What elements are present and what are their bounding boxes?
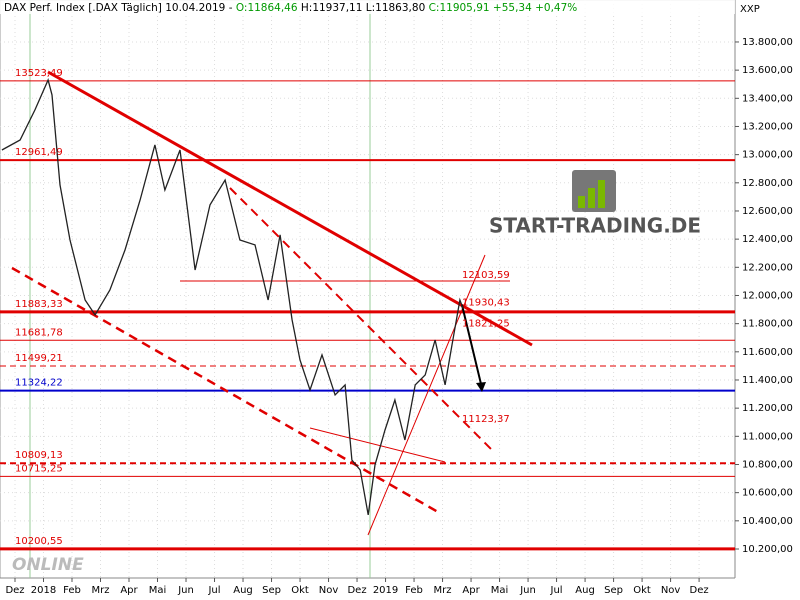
x-tick-label: Feb — [63, 585, 81, 596]
trend-line — [229, 187, 493, 451]
x-tick-label: 2018 — [31, 585, 56, 596]
y-tick-label: 13.000,00 — [742, 150, 793, 161]
y-tick-label: 13.600,00 — [742, 65, 793, 76]
series-layer: 12103,59 11930,43 11821,25 11123,37 — [1, 78, 510, 516]
header-bg — [0, 0, 735, 14]
header: DAX Perf. Index [.DAX Täglich] 10.04.201… — [4, 2, 577, 14]
annotation: 11123,37 — [462, 414, 510, 425]
y-tick-label: 13.200,00 — [742, 121, 793, 132]
y-tick-label: 11.400,00 — [742, 375, 793, 386]
x-tick-label: Apr — [120, 585, 138, 596]
header-part: C:11905,91 — [429, 2, 490, 14]
x-tick-label: Dez — [5, 585, 24, 596]
y-tick-label: 10.200,00 — [742, 544, 793, 555]
x-tick-label: Mai — [491, 585, 509, 596]
header-part: DAX Perf. Index [.DAX Täglich] 10.04.201… — [4, 2, 236, 14]
trend-lines — [11, 70, 533, 536]
logo-icon — [578, 196, 585, 208]
logo: START-TRADING.DE ONLINE — [12, 170, 701, 575]
trend-line — [309, 427, 446, 463]
y-tick-label: 11.000,00 — [742, 431, 793, 442]
y-tick-label: 13.800,00 — [742, 37, 793, 48]
x-tick-label: Aug — [233, 585, 253, 596]
corner-label: XXP — [740, 4, 760, 15]
x-tick-label: Okt — [633, 585, 651, 596]
y-tick-label: 12.800,00 — [742, 178, 793, 189]
x-tick-label: Okt — [291, 585, 309, 596]
arrow — [461, 304, 482, 385]
level-label: 10809,13 — [15, 450, 63, 461]
level-label: 10200,55 — [15, 536, 63, 547]
x-tick-label: Mrz — [92, 585, 110, 596]
level-label: 11324,22 — [15, 378, 63, 389]
annotation: 11821,25 — [462, 319, 510, 330]
x-tick-label: Apr — [462, 585, 480, 596]
level-label: 11499,21 — [15, 353, 63, 364]
x-tick-label: Dez — [690, 585, 709, 596]
annotation: 12103,59 — [462, 270, 510, 281]
x-tick-label: Feb — [405, 585, 423, 596]
price-line — [1, 78, 464, 516]
y-tick-label: 11.600,00 — [742, 347, 793, 358]
x-tick-label: Nov — [661, 585, 681, 596]
watermark: ONLINE — [12, 555, 84, 575]
level-label: 10715,25 — [15, 463, 63, 474]
x-tick-label: Jul — [550, 585, 563, 596]
plot-area — [0, 0, 736, 579]
x-tick-label: Aug — [575, 585, 595, 596]
y-tick-label: 11.200,00 — [742, 403, 793, 414]
grid — [0, 0, 735, 578]
level-label: 12961,49 — [15, 147, 63, 158]
x-tick-label: Jun — [519, 585, 536, 596]
trend-line — [367, 254, 486, 536]
arrow-head — [476, 382, 486, 392]
header-part: +55,34 +0,47% — [490, 2, 578, 14]
trend-line — [47, 70, 533, 347]
levels: 13523,49 12961,49 11883,33 11681,78 11499,21… — [0, 68, 735, 551]
x-tick-label: Jun — [177, 585, 194, 596]
y-tick-label: 12.600,00 — [742, 206, 793, 217]
logo-icon — [588, 188, 595, 208]
y-tick-label: 12.400,00 — [742, 234, 793, 245]
x-tick-label: Mai — [149, 585, 167, 596]
header-part: O:11864,46 — [236, 2, 298, 14]
level-label: 11681,78 — [15, 327, 63, 338]
y-tick-label: 10.600,00 — [742, 488, 793, 499]
y-tick-label: 11.800,00 — [742, 319, 793, 330]
x-tick-label: 2019 — [373, 585, 398, 596]
y-tick-label: 10.400,00 — [742, 516, 793, 527]
logo-text: START-TRADING.DE — [489, 214, 701, 238]
y-axis-area — [735, 0, 800, 600]
x-tick-label: Sep — [262, 585, 281, 596]
level-label: 11883,33 — [15, 299, 63, 310]
trend-line — [11, 266, 439, 514]
y-tick-label: 12.000,00 — [742, 290, 793, 301]
logo-icon — [598, 180, 605, 208]
y-tick-label: 12.200,00 — [742, 262, 793, 273]
y-tick-label: 10.800,00 — [742, 459, 793, 470]
x-tick-label: Nov — [319, 585, 339, 596]
x-tick-label: Sep — [604, 585, 623, 596]
x-tick-label: Jul — [207, 585, 220, 596]
header-part: H:11937,11 L:11863,80 — [298, 2, 429, 14]
x-tick-label: Dez — [347, 585, 366, 596]
level-label: 13523,49 — [15, 68, 63, 79]
annotation: 11930,43 — [462, 297, 510, 308]
y-tick-label: 13.400,00 — [742, 93, 793, 104]
x-tick-label: Mrz — [434, 585, 452, 596]
